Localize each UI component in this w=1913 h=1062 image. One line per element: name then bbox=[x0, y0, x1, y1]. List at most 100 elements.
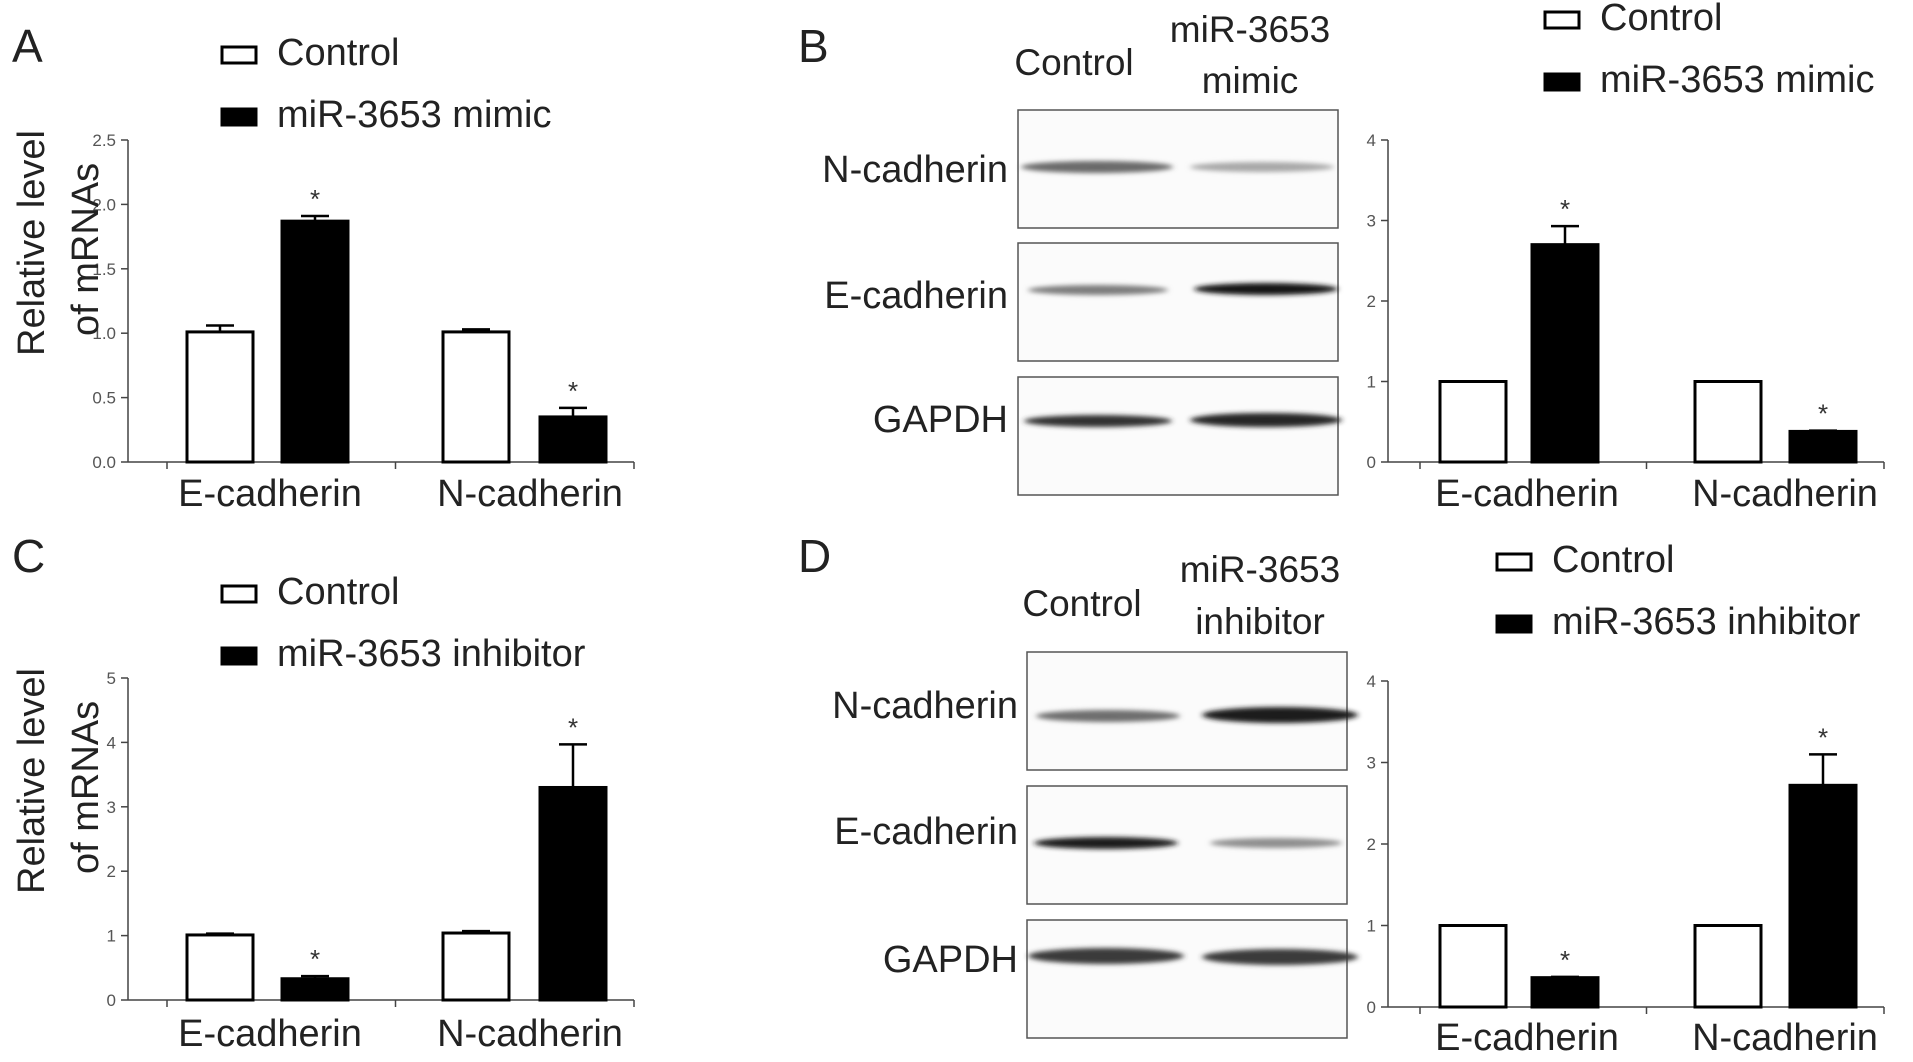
chart-a-legend-swatch bbox=[220, 107, 258, 127]
chart-a-ytick-label: 2.0 bbox=[92, 195, 116, 214]
chart-panel-a: 0.0 0.5 1.0 1.5 2.0 2.5 * E-cadherin * N-cadherin… bbox=[11, 32, 635, 515]
chart-b-bar-mir-3653-mimic-n-cadherin bbox=[1788, 429, 1858, 464]
chart-a-ylabel-line2: of mRNAs bbox=[65, 163, 107, 336]
chart-a-bar-control-n-cadherin bbox=[441, 330, 511, 464]
chart-a-legend-swatch bbox=[220, 45, 258, 65]
blot-d-band-e-control bbox=[1034, 837, 1178, 849]
blot-d-lane-e-cadherin: E-cadherin bbox=[834, 811, 1018, 853]
chart-b-bar-control-e-cadherin bbox=[1438, 380, 1508, 464]
chart-b-legend-swatch bbox=[1543, 10, 1581, 30]
chart-a-ytick-label: 0.5 bbox=[92, 389, 116, 408]
chart-d-legend-swatch bbox=[1495, 552, 1533, 572]
chart-c-ytick-label: 2 bbox=[107, 862, 116, 881]
blot-b-band-e-control bbox=[1028, 285, 1168, 295]
chart-d-significance-star: * bbox=[1560, 945, 1570, 975]
chart-b-ytick-label: 4 bbox=[1367, 131, 1376, 150]
blot-d-band-n-treat bbox=[1202, 707, 1358, 723]
western-blot-d: Control miR-3653 inhibitor N-cadherin E-… bbox=[832, 549, 1358, 1039]
chart-d-ytick-label: 1 bbox=[1367, 917, 1376, 936]
blot-b-band-gapdh-treat bbox=[1190, 413, 1342, 427]
panel-letter-d: D bbox=[798, 530, 831, 582]
blot-d-col-control: Control bbox=[1022, 583, 1141, 624]
blot-b-box-gapdh bbox=[1017, 376, 1339, 496]
blot-d-band-gapdh-control bbox=[1028, 948, 1184, 964]
chart-a-legend-label: Control bbox=[277, 32, 400, 74]
chart-c-ylabel-line2: of mRNAs bbox=[65, 701, 107, 874]
chart-panel-b: 0 1 2 3 4 * E-cadherin * N-cadherin Control miR-36… bbox=[1367, 0, 1885, 515]
blot-b-col-treat-line1: miR-3653 bbox=[1170, 9, 1330, 50]
chart-b-category-label: N-cadherin bbox=[1692, 473, 1878, 515]
chart-b-significance-star: * bbox=[1560, 194, 1570, 224]
western-blot-b: Control miR-3653 mimic N-cadherin E-cadh… bbox=[822, 9, 1342, 496]
blot-b-band-gapdh-control bbox=[1024, 415, 1172, 427]
chart-d-category-label: N-cadherin bbox=[1692, 1017, 1878, 1057]
chart-c-significance-star: * bbox=[310, 944, 320, 974]
chart-d-ytick-label: 4 bbox=[1367, 672, 1376, 691]
chart-a-ytick-label: 0.0 bbox=[92, 453, 116, 472]
chart-a-ytick-label: 2.5 bbox=[92, 131, 116, 150]
chart-a-bar-mir-3653-mimic-e-cadherin bbox=[280, 219, 350, 464]
chart-c-legend-label: Control bbox=[277, 571, 400, 613]
blot-d-lane-n-cadherin: N-cadherin bbox=[832, 685, 1018, 727]
chart-a-category-label: N-cadherin bbox=[437, 473, 623, 515]
blot-d-band-n-control bbox=[1036, 710, 1180, 722]
chart-d-ytick-label: 0 bbox=[1367, 998, 1376, 1017]
chart-b-ytick-label: 3 bbox=[1367, 212, 1376, 231]
chart-d-legend-label: miR-3653 inhibitor bbox=[1552, 601, 1861, 643]
blot-d-col-treat-line1: miR-3653 bbox=[1180, 549, 1340, 590]
chart-a-legend-label: miR-3653 mimic bbox=[277, 94, 551, 136]
chart-a-significance-star: * bbox=[568, 376, 578, 406]
blot-d-band-e-treat bbox=[1210, 838, 1342, 848]
blot-b-col-treat-line2: mimic bbox=[1202, 60, 1299, 101]
blot-b-band-n-treat bbox=[1190, 162, 1334, 172]
panel-letter-c: C bbox=[12, 530, 45, 582]
panel-letter-b: B bbox=[798, 20, 829, 72]
chart-d-legend-swatch bbox=[1495, 614, 1533, 634]
chart-d-category-label: E-cadherin bbox=[1435, 1017, 1619, 1057]
chart-c-ylabel-line1: Relative level bbox=[11, 668, 53, 894]
blot-d-band-gapdh-treat bbox=[1202, 949, 1358, 965]
chart-b-bar-control-n-cadherin bbox=[1693, 380, 1763, 464]
chart-c-category-label: E-cadherin bbox=[178, 1013, 362, 1055]
chart-c-ytick-label: 1 bbox=[107, 927, 116, 946]
chart-d-significance-star: * bbox=[1818, 722, 1828, 752]
chart-d-ytick-label: 2 bbox=[1367, 835, 1376, 854]
chart-c-legend-swatch bbox=[220, 584, 258, 604]
chart-b-legend-label: miR-3653 mimic bbox=[1600, 59, 1874, 101]
blot-b-col-control: Control bbox=[1014, 42, 1133, 83]
chart-b-significance-star: * bbox=[1818, 399, 1828, 429]
chart-c-bar-control-n-cadherin bbox=[441, 931, 511, 1002]
chart-c-bar-mir-3653-inhibitor-e-cadherin bbox=[280, 977, 350, 1002]
chart-c-ytick-label: 5 bbox=[107, 669, 116, 688]
panel-letter-a: A bbox=[12, 20, 43, 72]
chart-b-ytick-label: 2 bbox=[1367, 292, 1376, 311]
chart-c-legend-swatch bbox=[220, 646, 258, 666]
chart-a-significance-star: * bbox=[310, 184, 320, 214]
chart-d-bar-mir-3653-inhibitor-e-cadherin bbox=[1530, 976, 1600, 1009]
blot-d-col-treat-line2: inhibitor bbox=[1195, 601, 1325, 642]
chart-d-legend-label: Control bbox=[1552, 539, 1675, 581]
chart-d-bar-mir-3653-inhibitor-n-cadherin bbox=[1788, 783, 1858, 1009]
chart-c-ytick-label: 0 bbox=[107, 991, 116, 1010]
chart-d-bar-control-e-cadherin bbox=[1438, 924, 1508, 1009]
blot-b-lane-gapdh: GAPDH bbox=[873, 399, 1008, 441]
chart-a-ytick-label: 1.5 bbox=[92, 260, 116, 279]
chart-b-ytick-label: 1 bbox=[1367, 373, 1376, 392]
chart-c-category-label: N-cadherin bbox=[437, 1013, 623, 1055]
blot-d-box-gapdh bbox=[1026, 919, 1348, 1039]
chart-b-ytick-label: 0 bbox=[1367, 453, 1376, 472]
blot-d-lane-gapdh: GAPDH bbox=[883, 939, 1018, 981]
chart-b-bar-mir-3653-mimic-e-cadherin bbox=[1530, 243, 1600, 464]
chart-c-legend-label: miR-3653 inhibitor bbox=[277, 633, 586, 675]
chart-a-category-label: E-cadherin bbox=[178, 473, 362, 515]
chart-c-ytick-label: 4 bbox=[107, 733, 116, 752]
chart-a-ylabel-line1: Relative level bbox=[11, 130, 53, 356]
chart-panel-d: 0 1 2 3 4 * E-cadherin * N-cadherin Control miR-36… bbox=[1367, 539, 1885, 1059]
chart-c-ytick-label: 3 bbox=[107, 798, 116, 817]
blot-b-band-n-control bbox=[1021, 161, 1173, 173]
blot-b-lane-n-cadherin: N-cadherin bbox=[822, 149, 1008, 191]
blot-b-lane-e-cadherin: E-cadherin bbox=[824, 275, 1008, 317]
chart-b-legend-label: Control bbox=[1600, 0, 1723, 39]
blot-b-band-e-treat bbox=[1194, 283, 1338, 295]
